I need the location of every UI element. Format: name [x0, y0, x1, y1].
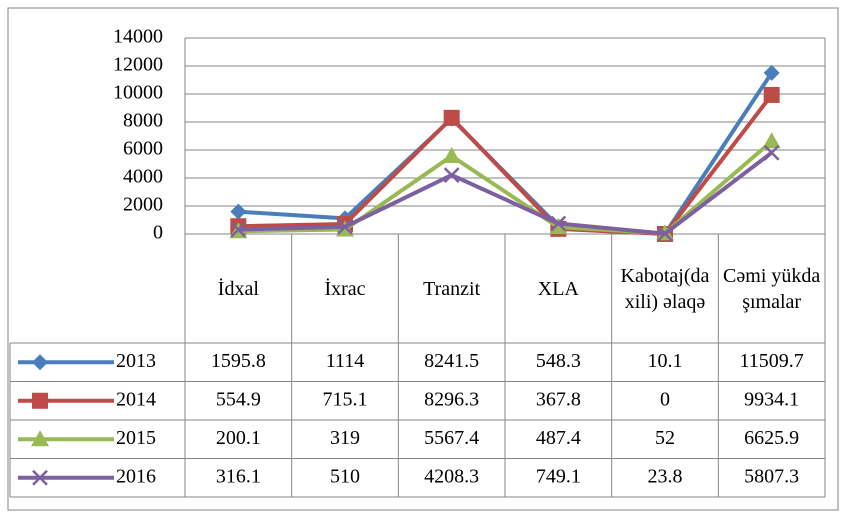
- x-tick-label: İxrac: [324, 277, 366, 300]
- table-value: 367.8: [536, 388, 581, 410]
- chart-border: [7, 7, 839, 511]
- marker: [337, 218, 353, 235]
- category-cell: Cəmi yükdaşımalar: [723, 264, 821, 313]
- table-value: 554.9: [216, 388, 261, 410]
- x-tick-label: Tranzit: [423, 277, 481, 300]
- table-value: 11509.7: [740, 350, 804, 372]
- marker: [762, 132, 781, 149]
- table-value: 749.1: [536, 465, 581, 487]
- table-value: 1595.8: [211, 350, 266, 372]
- series-line: [238, 151, 773, 236]
- marker: [443, 167, 460, 183]
- y-tick-label: 0: [153, 222, 163, 244]
- marker: [31, 430, 49, 447]
- marker: [32, 392, 48, 409]
- marker: [657, 225, 673, 242]
- series-line: [238, 93, 774, 236]
- category-cell: Tranzit: [423, 277, 481, 300]
- marker: [443, 109, 460, 126]
- marker: [550, 215, 567, 232]
- legend-label: 2013: [116, 350, 156, 372]
- marker: [230, 203, 247, 220]
- marker: [230, 221, 247, 238]
- marker: [763, 64, 780, 81]
- category-cell: İxrac: [324, 277, 366, 300]
- y-tick-label: 8000: [123, 110, 163, 132]
- table-value: 510: [330, 465, 360, 487]
- marker: [549, 218, 568, 235]
- table-value: 9934.1: [744, 388, 799, 410]
- marker: [32, 469, 48, 486]
- legend-label: 2016: [116, 465, 156, 487]
- y-tick-label: 6000: [123, 138, 163, 160]
- y-tick-label: 12000: [113, 54, 163, 76]
- category-cell: İdxal: [217, 277, 259, 300]
- table-value: 5807.3: [744, 465, 799, 487]
- y-tick-label: 14000: [113, 26, 163, 48]
- table-value: 4208.3: [424, 465, 479, 487]
- marker: [763, 144, 780, 161]
- table-value: 52: [655, 427, 675, 449]
- table-value: 23.8: [648, 465, 683, 487]
- marker: [763, 86, 780, 103]
- y-tick-label: 10000: [113, 82, 163, 104]
- y-tick-label: 4000: [123, 166, 163, 188]
- x-tick-label: Kabotaj(daxili) əlaqə: [620, 264, 710, 313]
- marker: [442, 147, 461, 164]
- x-tick-label: Cəmi yükdaşımalar: [723, 264, 821, 313]
- table-value: 316.1: [216, 465, 261, 487]
- marker: [32, 354, 48, 371]
- legend-label: 2014: [116, 388, 156, 410]
- legend-label: 2015: [116, 427, 156, 449]
- table-value: 8296.3: [424, 388, 479, 410]
- table-value: 10.1: [648, 350, 683, 372]
- table-value: 0: [660, 388, 670, 410]
- category-cell: Kabotaj(daxili) əlaqə: [620, 264, 710, 313]
- table-value: 6625.9: [744, 427, 799, 449]
- category-cell: XLA: [537, 277, 579, 300]
- x-tick-label: XLA: [537, 277, 579, 300]
- table-value: 319: [330, 427, 360, 449]
- table-value: 5567.4: [424, 427, 479, 449]
- table-value: 8241.5: [424, 350, 479, 372]
- x-tick-label: İdxal: [217, 277, 259, 300]
- table-value: 487.4: [536, 427, 581, 449]
- table-value: 1114: [326, 350, 365, 372]
- table-value: 548.3: [536, 350, 581, 372]
- y-tick-label: 2000: [123, 194, 163, 216]
- table-value: 200.1: [216, 427, 261, 449]
- table-value: 715.1: [323, 388, 368, 410]
